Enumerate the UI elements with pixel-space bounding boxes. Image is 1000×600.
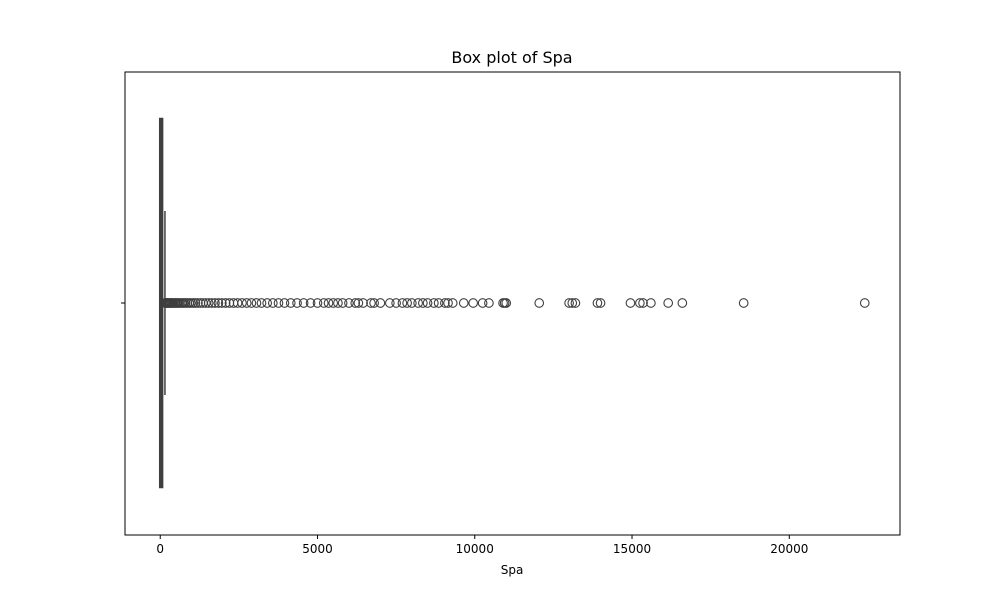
- outlier-point: [190, 298, 201, 308]
- outlier-point: [285, 298, 296, 308]
- outlier-point: [318, 298, 329, 308]
- outlier-point: [251, 298, 262, 308]
- outlier-point: [477, 298, 488, 308]
- outlier-point: [384, 298, 395, 308]
- x-tick-label: 5000: [302, 542, 333, 556]
- outlier-point: [353, 298, 364, 308]
- x-tick-label: 10000: [456, 542, 494, 556]
- outlier-point: [595, 298, 606, 308]
- outlier-point: [213, 298, 224, 308]
- outlier-point: [534, 298, 545, 308]
- outlier-point: [369, 298, 379, 308]
- outlier-point: [570, 298, 581, 308]
- outlier-point: [305, 298, 316, 308]
- outlier-point: [220, 298, 231, 308]
- outlier-point: [859, 298, 870, 308]
- outlier-point: [429, 298, 439, 308]
- outlier-point: [203, 298, 214, 308]
- outlier-point: [262, 298, 273, 308]
- outlier-point: [246, 298, 257, 308]
- outlier-points: [160, 298, 870, 308]
- outlier-point: [407, 298, 417, 308]
- x-tick-label: 0: [156, 542, 164, 556]
- outlier-point: [206, 298, 217, 308]
- outlier-point: [358, 298, 368, 308]
- x-axis-ticks: 0 5000 10000 15000 20000: [156, 535, 808, 556]
- outlier-point: [567, 298, 578, 308]
- x-axis-label: Spa: [501, 563, 524, 577]
- outlier-point: [298, 298, 309, 308]
- outlier-point: [366, 298, 376, 308]
- outlier-point: [501, 298, 512, 308]
- outlier-point: [193, 298, 203, 308]
- outlier-point: [350, 298, 361, 308]
- outlier-point: [418, 298, 428, 308]
- outlier-point: [273, 298, 284, 308]
- outlier-point: [677, 298, 688, 308]
- chart-title: Box plot of Spa: [451, 48, 572, 67]
- outlier-point: [447, 298, 458, 308]
- x-tick-label: 15000: [613, 542, 651, 556]
- outlier-point: [328, 298, 339, 308]
- outlier-point: [279, 298, 290, 308]
- outlier-point: [217, 298, 227, 308]
- outlier-point: [391, 298, 401, 308]
- outlier-point: [292, 298, 302, 308]
- outlier-point: [413, 298, 423, 308]
- outlier-point: [337, 298, 348, 308]
- outlier-point: [458, 298, 469, 308]
- outlier-point: [625, 298, 636, 308]
- outlier-point: [422, 298, 433, 308]
- outlier-point: [210, 298, 220, 308]
- outlier-point: [344, 298, 354, 308]
- outlier-point: [663, 298, 674, 308]
- outlier-point: [564, 298, 574, 308]
- outlier-point: [638, 298, 648, 308]
- outlier-point: [738, 298, 749, 308]
- outlier-point: [635, 298, 645, 308]
- outlier-point: [468, 298, 479, 308]
- outlier-point: [237, 298, 247, 308]
- outlier-point: [333, 298, 343, 308]
- outlier-point: [484, 298, 494, 308]
- outlier-point: [397, 298, 408, 308]
- x-tick-label: 20000: [770, 542, 808, 556]
- outlier-point: [443, 298, 453, 308]
- outlier-point: [440, 298, 450, 308]
- outlier-point: [375, 298, 386, 308]
- outlier-point: [323, 298, 334, 308]
- outlier-point: [312, 298, 323, 308]
- outlier-point: [241, 298, 252, 308]
- outlier-point: [256, 298, 267, 308]
- outlier-point: [433, 298, 444, 308]
- plot-area-frame: [124, 71, 901, 536]
- outlier-point: [267, 298, 278, 308]
- outlier-point: [402, 298, 412, 308]
- outlier-point: [592, 298, 603, 308]
- outlier-point: [646, 298, 656, 308]
